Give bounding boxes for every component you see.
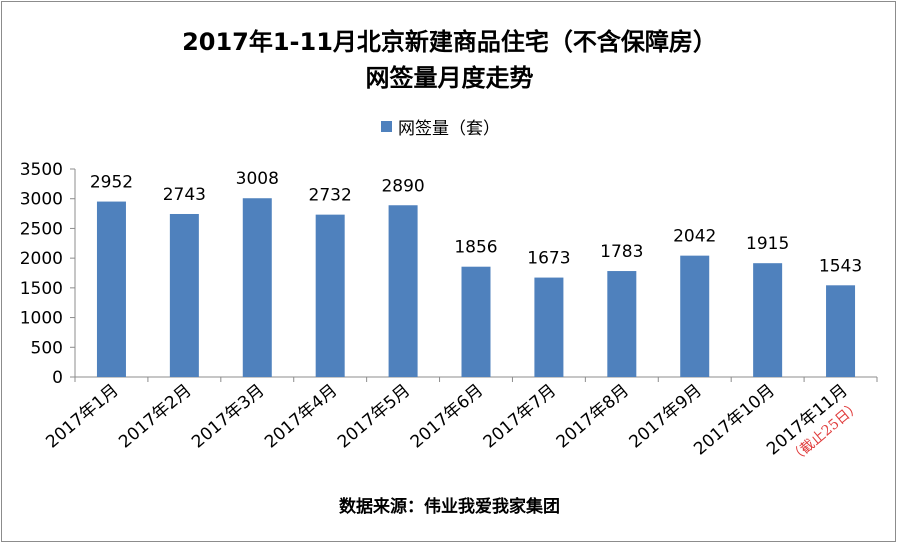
x-tick-label: 2017年1月 <box>42 381 122 453</box>
data-label: 2890 <box>381 176 424 196</box>
x-tick-label: 2017年4月 <box>261 381 341 453</box>
data-label: 1673 <box>527 249 570 269</box>
bar <box>534 277 564 377</box>
chart-title-line2: 网签量月度走势 <box>365 64 534 92</box>
data-label: 1783 <box>600 242 643 262</box>
x-tick-label: 2017年3月 <box>188 381 268 453</box>
legend-swatch <box>381 120 392 132</box>
bar <box>826 285 856 377</box>
y-tick-label: 1500 <box>20 279 63 299</box>
data-label: 1856 <box>454 238 497 258</box>
x-tick-label: 2017年7月 <box>480 381 560 453</box>
bar <box>461 266 491 377</box>
x-tick-label: 2017年5月 <box>334 381 414 453</box>
bar <box>607 271 637 377</box>
x-tick-label: 2017年8月 <box>553 381 633 453</box>
y-tick-label: 500 <box>31 338 63 358</box>
y-tick-label: 1000 <box>20 309 63 329</box>
data-label: 2952 <box>90 173 133 193</box>
bar <box>315 214 345 377</box>
y-tick-label: 2500 <box>20 219 63 239</box>
bar <box>388 205 418 377</box>
data-label: 1915 <box>746 234 789 254</box>
legend: 网签量（套） <box>381 116 500 139</box>
source-note: 数据来源：伟业我爱我家集团 <box>339 497 560 517</box>
y-tick-label: 3500 <box>20 160 63 180</box>
bar <box>96 201 126 377</box>
data-label: 1543 <box>819 256 862 276</box>
data-label: 2042 <box>673 227 716 247</box>
legend-label: 网签量（套） <box>398 118 500 139</box>
data-label: 2743 <box>163 185 206 205</box>
data-label: 2732 <box>309 186 352 206</box>
bar <box>680 255 710 377</box>
y-tick-label: 2000 <box>20 249 63 269</box>
bar <box>242 198 272 377</box>
bar <box>169 213 199 377</box>
x-tick-label: 2017年2月 <box>115 381 195 453</box>
y-tick-label: 3000 <box>20 190 63 210</box>
data-label: 3008 <box>236 169 279 189</box>
y-tick-label: 0 <box>52 368 63 388</box>
bar <box>753 263 783 377</box>
chart-title-line1: 2017年1-11月北京新建商品住宅（不含保障房） <box>182 28 717 56</box>
x-tick-label: 2017年6月 <box>407 381 487 453</box>
